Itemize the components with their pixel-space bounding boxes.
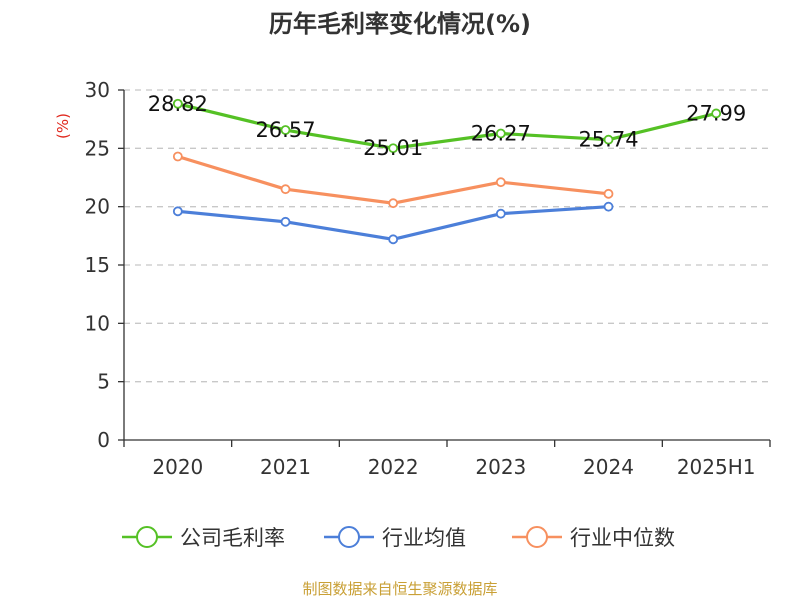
data-point	[172, 98, 183, 109]
data-point	[280, 216, 291, 227]
y-tick-label: 10	[85, 311, 110, 335]
legend-label: 公司毛利率	[180, 526, 285, 550]
data-labels: 28.82 26.57 25.01 26.27 25.74 27.99	[148, 92, 746, 160]
legend-item: 公司毛利率	[122, 526, 285, 550]
data-point	[388, 198, 399, 209]
y-tick-label: 20	[85, 195, 110, 219]
legend-marker	[136, 526, 158, 548]
data-label: 25.74	[578, 128, 638, 152]
data-point	[172, 206, 183, 217]
data-point	[603, 188, 614, 199]
data-point	[280, 184, 291, 195]
data-label: 25.01	[363, 136, 423, 160]
grid-lines	[124, 89, 770, 383]
data-point	[495, 177, 506, 188]
y-tick-label: 0	[97, 428, 110, 452]
data-point	[280, 125, 291, 135]
series-2	[172, 151, 614, 209]
data-label: 27.99	[686, 101, 746, 125]
series-line	[177, 154, 609, 205]
x-tick-label: 2024	[583, 455, 634, 479]
data-point	[388, 234, 399, 245]
y-tick-label: 5	[97, 370, 110, 394]
series-lines	[172, 98, 722, 245]
y-tick-label: 15	[85, 253, 110, 277]
series-1	[172, 201, 614, 245]
y-axis-label: (%)	[54, 113, 72, 139]
axes: 0 5 10 15 20 25 30 2020 2021 2022 2023 2024 2025H1	[85, 78, 771, 479]
x-tick-label: 2020	[152, 455, 203, 479]
data-point	[172, 151, 183, 162]
x-tick-label: 2023	[475, 455, 526, 479]
data-point	[495, 128, 506, 139]
legend-marker	[338, 526, 360, 548]
data-point	[603, 134, 614, 145]
legend-marker	[526, 526, 548, 548]
y-tick-label: 30	[85, 78, 110, 102]
data-label: 28.82	[148, 92, 208, 116]
y-tick-label: 25	[85, 136, 110, 160]
legend: 公司毛利率 行业均值 行业中位数	[122, 526, 675, 550]
data-label: 26.57	[255, 118, 315, 142]
chart-title: 历年毛利率变化情况(%)	[269, 10, 531, 38]
legend-label: 行业中位数	[570, 526, 675, 550]
legend-item: 行业中位数	[512, 526, 675, 550]
data-point	[711, 108, 722, 119]
x-tick-label: 2022	[368, 455, 419, 479]
legend-item: 行业均值	[324, 526, 466, 550]
data-point	[603, 201, 614, 212]
series-line	[177, 102, 717, 150]
source-note: 制图数据来自恒生聚源数据库	[302, 580, 497, 598]
data-label: 26.27	[471, 122, 531, 146]
data-point	[388, 143, 399, 154]
x-tick-label: 2025H1	[677, 455, 756, 479]
legend-label: 行业均值	[382, 526, 466, 550]
x-tick-label: 2021	[260, 455, 311, 479]
data-point	[495, 208, 506, 219]
series-0	[172, 98, 722, 154]
